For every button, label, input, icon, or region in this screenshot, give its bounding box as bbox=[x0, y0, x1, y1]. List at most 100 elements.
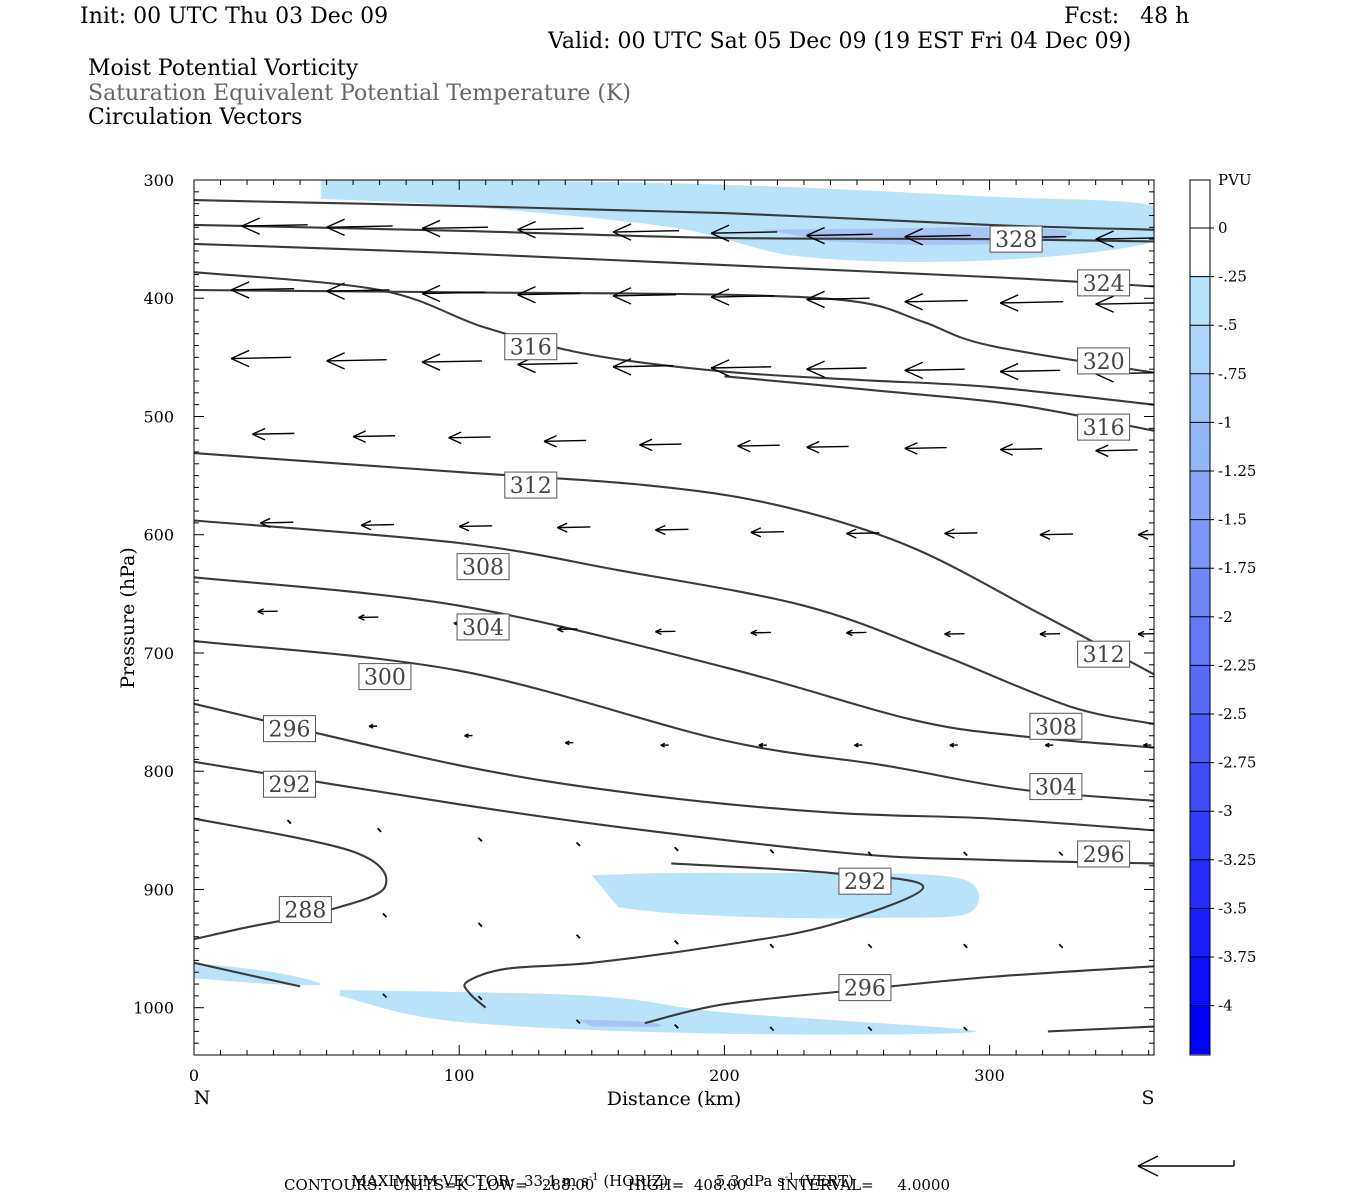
colorbar-label-10: -2.5 bbox=[1218, 705, 1247, 723]
y-tick-label-0: 300 bbox=[143, 171, 174, 190]
vector-arrow-21 bbox=[326, 352, 387, 370]
vector-arrow-9 bbox=[1095, 230, 1154, 248]
svg-text:300: 300 bbox=[364, 666, 406, 691]
contour-label-5: 312 bbox=[504, 471, 558, 499]
vector-arrow-48 bbox=[1039, 529, 1073, 540]
contour-312-8 bbox=[194, 576, 1154, 749]
colorbar-label-15: -3.75 bbox=[1218, 948, 1256, 966]
vector-arrow-32 bbox=[448, 431, 491, 445]
y-tick-label-4: 700 bbox=[143, 644, 174, 663]
field-title-vectors: Circulation Vectors bbox=[88, 105, 303, 130]
vector-arrow-14 bbox=[612, 287, 677, 305]
vector-stub-3 bbox=[575, 841, 581, 847]
y-tick-label-2: 500 bbox=[143, 407, 174, 426]
vector-stub-18 bbox=[477, 995, 483, 1001]
max-horiz-exponent: -1 bbox=[588, 1172, 599, 1183]
vector-arrow-24 bbox=[612, 358, 674, 376]
max-vert-exponent: -1 bbox=[784, 1172, 795, 1183]
contour-292-11 bbox=[194, 760, 1154, 865]
max-vector-info: MAXIMUM VECTOR: 33.1 m s-1 (HORIZ) 5.3 d… bbox=[342, 1158, 854, 1189]
colorbar-segment-2 bbox=[1190, 325, 1210, 374]
svg-text:308: 308 bbox=[1035, 715, 1077, 740]
mpv-region-4 bbox=[339, 990, 977, 1035]
max-horiz-value: 33.1 m s bbox=[523, 1172, 589, 1190]
vector-arrow-59 bbox=[1137, 630, 1154, 638]
colorbar-segment-4 bbox=[1190, 422, 1210, 471]
vector-arrow-33 bbox=[543, 435, 587, 448]
vector-arrow-44 bbox=[655, 524, 689, 536]
contour-label-15: 292 bbox=[838, 867, 892, 895]
vector-arrow-17 bbox=[904, 293, 968, 311]
vector-stub-7 bbox=[963, 851, 968, 857]
vector-stub-22 bbox=[867, 1026, 873, 1032]
vector-arrow-0 bbox=[241, 217, 308, 235]
x-tick-label-1: 100 bbox=[444, 1066, 475, 1085]
vector-arrow-61 bbox=[368, 723, 378, 729]
vector-stub-20 bbox=[674, 1023, 679, 1029]
vector-arrow-2 bbox=[421, 219, 489, 238]
colorbar-segment-1 bbox=[1190, 276, 1210, 326]
colorbar-segment-11 bbox=[1190, 762, 1210, 812]
max-vert-value: 5.3 dPa s bbox=[715, 1172, 785, 1190]
vector-stub-13 bbox=[769, 943, 775, 949]
vector-arrow-34 bbox=[639, 438, 682, 452]
vector-arrow-67 bbox=[949, 742, 958, 748]
contour-324-2 bbox=[194, 242, 1154, 288]
colorbar-label-9: -2.25 bbox=[1218, 656, 1256, 674]
vector-stub-12 bbox=[674, 940, 679, 945]
vector-arrow-68 bbox=[1044, 742, 1054, 748]
y-tick-label-1: 400 bbox=[143, 289, 174, 308]
max-vector-label: MAXIMUM VECTOR: bbox=[351, 1172, 515, 1190]
vector-arrow-58 bbox=[1039, 630, 1060, 638]
contour-300-16 bbox=[1047, 1025, 1154, 1033]
mpv-region-3 bbox=[194, 962, 322, 986]
colorbar-segment-7 bbox=[1190, 568, 1210, 617]
vector-arrow-13 bbox=[517, 285, 581, 304]
contour-308-7 bbox=[194, 519, 1154, 725]
colorbar-label-5: -1.25 bbox=[1218, 462, 1256, 480]
vector-arrow-26 bbox=[806, 360, 867, 378]
vector-arrow-40 bbox=[260, 517, 294, 528]
contour-label-16: 288 bbox=[278, 896, 332, 924]
svg-text:304: 304 bbox=[1035, 776, 1077, 801]
contour-label-7: 304 bbox=[456, 613, 510, 641]
vector-stub-10 bbox=[477, 922, 483, 928]
south-label: S bbox=[1141, 1087, 1154, 1109]
vector-stub-9 bbox=[382, 912, 388, 918]
vector-arrow-12 bbox=[421, 284, 486, 303]
svg-text:308: 308 bbox=[462, 556, 504, 581]
field-title-theta-es: Saturation Equivalent Potential Temperat… bbox=[88, 81, 631, 106]
vector-arrow-31 bbox=[352, 430, 396, 443]
colorbar-label-6: -1.5 bbox=[1218, 511, 1247, 529]
north-label: N bbox=[194, 1087, 211, 1109]
vector-arrow-66 bbox=[854, 742, 863, 748]
vector-stub-21 bbox=[769, 1026, 775, 1032]
vector-arrow-56 bbox=[846, 629, 867, 637]
vector-arrow-41 bbox=[360, 520, 395, 531]
colorbar-segment-15 bbox=[1190, 957, 1210, 1006]
vector-stub-15 bbox=[963, 943, 968, 949]
vector-arrow-50 bbox=[257, 608, 278, 615]
vector-arrow-57 bbox=[944, 630, 965, 638]
vector-arrow-51 bbox=[358, 614, 379, 621]
colorbar-label-3: -.75 bbox=[1218, 365, 1247, 383]
y-tick-label-3: 600 bbox=[143, 526, 174, 545]
svg-text:316: 316 bbox=[510, 336, 552, 361]
vector-arrow-18 bbox=[999, 294, 1064, 312]
colorbar-label-16: -4 bbox=[1218, 997, 1233, 1015]
colorbar-segment-6 bbox=[1190, 519, 1210, 569]
mpv-region-0 bbox=[321, 180, 1154, 262]
plot-axes bbox=[193, 179, 1155, 1056]
vector-arrow-65 bbox=[758, 742, 767, 748]
vector-stub-4 bbox=[674, 846, 679, 852]
colorbar-label-1: -.25 bbox=[1218, 268, 1247, 286]
svg-text:312: 312 bbox=[510, 474, 552, 499]
contour-label-11: 308 bbox=[1029, 712, 1083, 740]
vector-arrow-27 bbox=[904, 361, 965, 380]
vector-stub-11 bbox=[575, 934, 581, 939]
contour-296-10 bbox=[194, 702, 1154, 832]
vector-arrow-20 bbox=[230, 349, 292, 368]
colorbar-label-0: 0 bbox=[1218, 219, 1228, 237]
forecast-hour: Fcst: 48 h bbox=[1064, 4, 1190, 29]
vector-arrow-16 bbox=[806, 290, 870, 309]
